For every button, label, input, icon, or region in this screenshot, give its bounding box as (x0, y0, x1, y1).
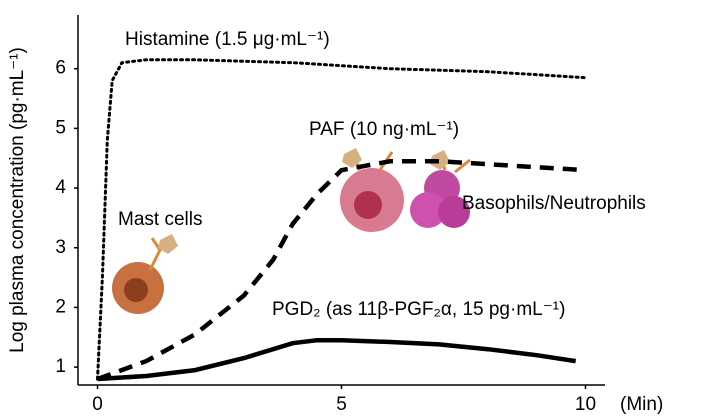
y-tick-label: 3 (55, 237, 66, 258)
y-tick-label: 4 (55, 177, 66, 198)
y-tick-label: 1 (55, 356, 66, 377)
series-line (97, 337, 577, 382)
series-line (96, 158, 586, 382)
x-tick-label: 5 (336, 394, 347, 415)
series-line (96, 58, 587, 381)
y-tick-label: 6 (55, 58, 66, 79)
annotation: Basophils/Neutrophils (462, 193, 646, 214)
x-axis-label: (Min) (620, 394, 663, 415)
x-tick-label: 0 (92, 394, 103, 415)
y-tick-label: 2 (55, 296, 66, 317)
neutrophil-icon (410, 150, 471, 228)
y-tick-label: 5 (55, 117, 66, 138)
x-tick-label: 10 (575, 394, 596, 415)
basophil-icon (340, 148, 404, 232)
annotation: PGD₂ (as 11β-PGF₂α, 15 pg·mL⁻¹) (272, 299, 565, 320)
annotation: Histamine (1.5 μg·mL⁻¹) (125, 29, 330, 50)
mast-cell-icon (112, 234, 178, 314)
annotation: PAF (10 ng·mL⁻¹) (309, 119, 459, 140)
annotation: Mast cells (118, 209, 202, 230)
y-axis-label: Log plasma concentration (pg·mL⁻¹) (7, 47, 28, 353)
